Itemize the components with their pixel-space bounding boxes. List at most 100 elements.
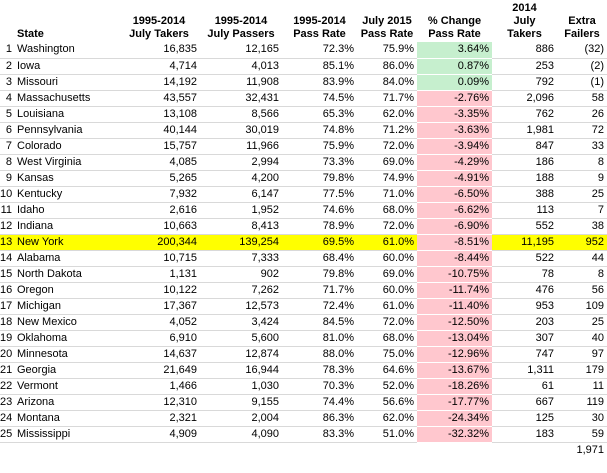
passers-cell[interactable]: 4,200: [200, 170, 282, 187]
row-rank[interactable]: 13: [0, 234, 14, 251]
state-cell[interactable]: Massachusetts: [14, 90, 118, 107]
change-cell[interactable]: -8.51%: [417, 234, 492, 251]
header-change[interactable]: % Change Pass Rate: [427, 15, 482, 40]
passers-cell[interactable]: 2,004: [200, 410, 282, 427]
row-rank[interactable]: 8: [0, 154, 14, 171]
header-state[interactable]: State: [17, 28, 44, 40]
pass-rate-2015-cell[interactable]: 68.0%: [357, 202, 417, 219]
pass-rate-2015-cell[interactable]: 86.0%: [357, 58, 417, 75]
passers-cell[interactable]: 3,424: [200, 314, 282, 331]
pass-rate-2015-cell[interactable]: 71.7%: [357, 90, 417, 107]
header-extra-failers[interactable]: Extra Failers: [564, 15, 600, 40]
change-cell[interactable]: -11.74%: [417, 282, 492, 299]
total-extra-failers[interactable]: 1,971: [576, 443, 604, 456]
extra-failers-cell[interactable]: 11: [557, 378, 607, 395]
takers-2014-cell[interactable]: 792: [492, 74, 557, 91]
pass-rate-2015-cell[interactable]: 52.0%: [357, 378, 417, 395]
takers-cell[interactable]: 7,932: [118, 186, 200, 203]
pass-rate-cell[interactable]: 85.1%: [282, 58, 357, 75]
extra-failers-cell[interactable]: 72: [557, 122, 607, 139]
state-cell[interactable]: Missouri: [14, 74, 118, 91]
pass-rate-2015-cell[interactable]: 69.0%: [357, 266, 417, 283]
change-cell[interactable]: 3.64%: [417, 42, 492, 59]
pass-rate-2015-cell[interactable]: 75.9%: [357, 42, 417, 59]
takers-2014-cell[interactable]: 2,096: [492, 90, 557, 107]
takers-2014-cell[interactable]: 522: [492, 250, 557, 267]
header-2014-takers[interactable]: 2014 July Takers: [507, 2, 542, 40]
state-cell[interactable]: Idaho: [14, 202, 118, 219]
header-passers[interactable]: 1995-2014 July Passers: [207, 15, 275, 40]
passers-cell[interactable]: 6,147: [200, 186, 282, 203]
row-rank[interactable]: 18: [0, 314, 14, 331]
row-rank[interactable]: 9: [0, 170, 14, 187]
pass-rate-cell[interactable]: 68.4%: [282, 250, 357, 267]
row-rank[interactable]: 7: [0, 138, 14, 155]
extra-failers-cell[interactable]: 119: [557, 394, 607, 411]
passers-cell[interactable]: 7,262: [200, 282, 282, 299]
takers-cell[interactable]: 13,108: [118, 106, 200, 123]
takers-cell[interactable]: 12,310: [118, 394, 200, 411]
pass-rate-cell[interactable]: 88.0%: [282, 346, 357, 363]
passers-cell[interactable]: 12,165: [200, 42, 282, 59]
pass-rate-2015-cell[interactable]: 71.2%: [357, 122, 417, 139]
pass-rate-cell[interactable]: 71.7%: [282, 282, 357, 299]
pass-rate-cell[interactable]: 73.3%: [282, 154, 357, 171]
pass-rate-cell[interactable]: 72.3%: [282, 42, 357, 59]
takers-cell[interactable]: 21,649: [118, 362, 200, 379]
row-rank[interactable]: 12: [0, 218, 14, 235]
passers-cell[interactable]: 32,431: [200, 90, 282, 107]
takers-cell[interactable]: 10,715: [118, 250, 200, 267]
pass-rate-2015-cell[interactable]: 72.0%: [357, 138, 417, 155]
change-cell[interactable]: -12.96%: [417, 346, 492, 363]
takers-cell[interactable]: 40,144: [118, 122, 200, 139]
change-cell[interactable]: -32.32%: [417, 426, 492, 443]
extra-failers-cell[interactable]: 179: [557, 362, 607, 379]
row-rank[interactable]: 25: [0, 426, 14, 443]
pass-rate-cell[interactable]: 83.9%: [282, 74, 357, 91]
extra-failers-cell[interactable]: (2): [557, 58, 607, 75]
pass-rate-cell[interactable]: 78.3%: [282, 362, 357, 379]
extra-failers-cell[interactable]: 44: [557, 250, 607, 267]
takers-cell[interactable]: 43,557: [118, 90, 200, 107]
extra-failers-cell[interactable]: (1): [557, 74, 607, 91]
state-cell[interactable]: North Dakota: [14, 266, 118, 283]
change-cell[interactable]: 0.09%: [417, 74, 492, 91]
row-rank[interactable]: 3: [0, 74, 14, 91]
takers-2014-cell[interactable]: 11,195: [492, 234, 557, 251]
pass-rate-2015-cell[interactable]: 60.0%: [357, 250, 417, 267]
extra-failers-cell[interactable]: 97: [557, 346, 607, 363]
passers-cell[interactable]: 4,090: [200, 426, 282, 443]
passers-cell[interactable]: 139,254: [200, 234, 282, 251]
takers-cell[interactable]: 5,265: [118, 170, 200, 187]
state-cell[interactable]: Indiana: [14, 218, 118, 235]
pass-rate-cell[interactable]: 74.4%: [282, 394, 357, 411]
header-2015-pass-rate[interactable]: July 2015 Pass Rate: [360, 15, 414, 40]
change-cell[interactable]: -10.75%: [417, 266, 492, 283]
extra-failers-cell[interactable]: 40: [557, 330, 607, 347]
state-cell[interactable]: Washington: [14, 42, 118, 59]
takers-2014-cell[interactable]: 1,981: [492, 122, 557, 139]
takers-cell[interactable]: 16,835: [118, 42, 200, 59]
change-cell[interactable]: -13.04%: [417, 330, 492, 347]
takers-2014-cell[interactable]: 388: [492, 186, 557, 203]
extra-failers-cell[interactable]: (32): [557, 42, 607, 59]
takers-2014-cell[interactable]: 667: [492, 394, 557, 411]
row-rank[interactable]: 15: [0, 266, 14, 283]
row-rank[interactable]: 2: [0, 58, 14, 75]
passers-cell[interactable]: 11,908: [200, 74, 282, 91]
takers-cell[interactable]: 2,616: [118, 202, 200, 219]
takers-2014-cell[interactable]: 762: [492, 106, 557, 123]
extra-failers-cell[interactable]: 25: [557, 186, 607, 203]
row-rank[interactable]: 19: [0, 330, 14, 347]
takers-2014-cell[interactable]: 886: [492, 42, 557, 59]
state-cell[interactable]: Louisiana: [14, 106, 118, 123]
takers-2014-cell[interactable]: 183: [492, 426, 557, 443]
state-cell[interactable]: Michigan: [14, 298, 118, 315]
change-cell[interactable]: -18.26%: [417, 378, 492, 395]
passers-cell[interactable]: 7,333: [200, 250, 282, 267]
takers-cell[interactable]: 1,131: [118, 266, 200, 283]
pass-rate-2015-cell[interactable]: 84.0%: [357, 74, 417, 91]
change-cell[interactable]: -4.29%: [417, 154, 492, 171]
change-cell[interactable]: -13.67%: [417, 362, 492, 379]
passers-cell[interactable]: 5,600: [200, 330, 282, 347]
